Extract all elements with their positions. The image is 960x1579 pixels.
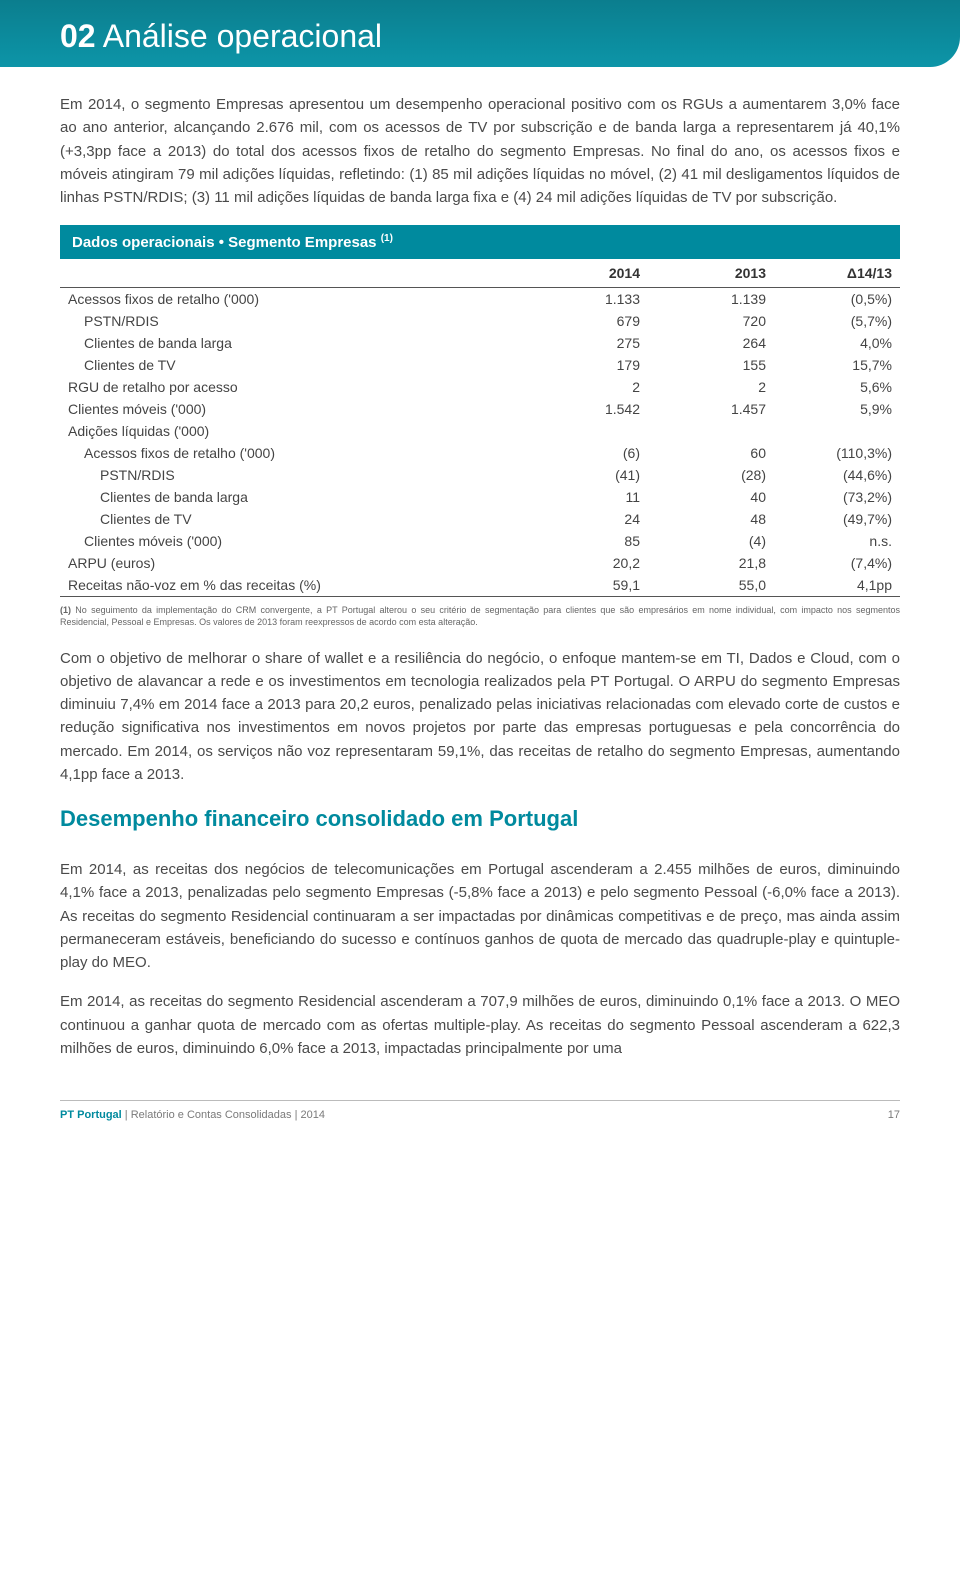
cell-2014: 275 xyxy=(522,332,648,354)
operational-data-table: 2014 2013 Δ14/13 Acessos fixos de retalh… xyxy=(60,259,900,597)
table-row: PSTN/RDIS679720(5,7%) xyxy=(60,310,900,332)
cell-2013: (28) xyxy=(648,464,774,486)
after-table-paragraph: Com o objetivo de melhorar o share of wa… xyxy=(60,647,900,787)
table-title: Dados operacionais • Segmento Empresas (… xyxy=(60,225,900,259)
cell-2013: 155 xyxy=(648,354,774,376)
section-header: 02 Análise operacional xyxy=(0,0,960,67)
cell-2013: 48 xyxy=(648,508,774,530)
cell-2014: 179 xyxy=(522,354,648,376)
section-title-text: Análise operacional xyxy=(103,18,382,54)
cell-2014: (6) xyxy=(522,442,648,464)
cell-2014: (41) xyxy=(522,464,648,486)
section-number: 02 xyxy=(60,18,96,54)
row-label: Acessos fixos de retalho ('000) xyxy=(60,442,522,464)
cell-2014: 20,2 xyxy=(522,552,648,574)
cell-delta xyxy=(774,420,900,442)
cell-delta: (5,7%) xyxy=(774,310,900,332)
table-title-sup: (1) xyxy=(381,233,393,244)
cell-2013: 60 xyxy=(648,442,774,464)
table-row: Clientes móveis ('000)85(4)n.s. xyxy=(60,530,900,552)
row-label: Acessos fixos de retalho ('000) xyxy=(60,288,522,311)
cell-delta: 15,7% xyxy=(774,354,900,376)
cell-2013: 264 xyxy=(648,332,774,354)
footer-page-number: 17 xyxy=(888,1109,900,1121)
financial-paragraph-2: Em 2014, as receitas do segmento Residen… xyxy=(60,990,900,1060)
intro-paragraph: Em 2014, o segmento Empresas apresentou … xyxy=(60,93,900,209)
table-row: RGU de retalho por acesso225,6% xyxy=(60,376,900,398)
row-label: Clientes de TV xyxy=(60,354,522,376)
table-row: Acessos fixos de retalho ('000)1.1331.13… xyxy=(60,288,900,311)
section-heading: Desempenho financeiro consolidado em Por… xyxy=(60,806,900,832)
cell-2013: (4) xyxy=(648,530,774,552)
cell-delta: 4,0% xyxy=(774,332,900,354)
table-row: Clientes móveis ('000)1.5421.4575,9% xyxy=(60,398,900,420)
cell-delta: 5,9% xyxy=(774,398,900,420)
table-row: Acessos fixos de retalho ('000)(6)60(110… xyxy=(60,442,900,464)
cell-2014: 59,1 xyxy=(522,574,648,597)
row-label: RGU de retalho por acesso xyxy=(60,376,522,398)
footer-text: | Relatório e Contas Consolidadas | 2014 xyxy=(122,1109,325,1121)
cell-delta: (7,4%) xyxy=(774,552,900,574)
row-label: Receitas não-voz em % das receitas (%) xyxy=(60,574,522,597)
cell-2013: 1.457 xyxy=(648,398,774,420)
table-row: Receitas não-voz em % das receitas (%)59… xyxy=(60,574,900,597)
cell-2013: 2 xyxy=(648,376,774,398)
footer-brand: PT Portugal xyxy=(60,1109,122,1121)
cell-delta: (49,7%) xyxy=(774,508,900,530)
table-row: Clientes de banda larga1140(73,2%) xyxy=(60,486,900,508)
cell-delta: (73,2%) xyxy=(774,486,900,508)
cell-2013: 1.139 xyxy=(648,288,774,311)
table-row: Clientes de TV2448(49,7%) xyxy=(60,508,900,530)
col-header: Δ14/13 xyxy=(774,259,900,288)
col-header xyxy=(60,259,522,288)
cell-2013: 40 xyxy=(648,486,774,508)
cell-delta: (110,3%) xyxy=(774,442,900,464)
cell-delta: (44,6%) xyxy=(774,464,900,486)
table-row: ARPU (euros)20,221,8(7,4%) xyxy=(60,552,900,574)
row-label: Clientes de TV xyxy=(60,508,522,530)
table-header-row: 2014 2013 Δ14/13 xyxy=(60,259,900,288)
cell-delta: 5,6% xyxy=(774,376,900,398)
footnote-label: (1) xyxy=(60,605,71,615)
cell-delta: n.s. xyxy=(774,530,900,552)
table-row: Clientes de TV17915515,7% xyxy=(60,354,900,376)
row-label: Clientes móveis ('000) xyxy=(60,398,522,420)
cell-delta: (0,5%) xyxy=(774,288,900,311)
cell-2014: 1.542 xyxy=(522,398,648,420)
cell-2014: 679 xyxy=(522,310,648,332)
cell-2014: 24 xyxy=(522,508,648,530)
cell-2014: 11 xyxy=(522,486,648,508)
col-header: 2013 xyxy=(648,259,774,288)
page-footer: PT Portugal | Relatório e Contas Consoli… xyxy=(60,1100,900,1121)
section-title: 02 Análise operacional xyxy=(60,18,960,55)
row-label: Clientes de banda larga xyxy=(60,332,522,354)
page-content: Em 2014, o segmento Empresas apresentou … xyxy=(0,93,960,1151)
cell-delta: 4,1pp xyxy=(774,574,900,597)
cell-2014 xyxy=(522,420,648,442)
financial-paragraph-1: Em 2014, as receitas dos negócios de tel… xyxy=(60,858,900,974)
cell-2013: 720 xyxy=(648,310,774,332)
cell-2014: 85 xyxy=(522,530,648,552)
row-label: Clientes de banda larga xyxy=(60,486,522,508)
row-label: PSTN/RDIS xyxy=(60,464,522,486)
table-row: PSTN/RDIS(41)(28)(44,6%) xyxy=(60,464,900,486)
table-title-text: Dados operacionais • Segmento Empresas xyxy=(72,234,377,251)
row-label: ARPU (euros) xyxy=(60,552,522,574)
row-label: Clientes móveis ('000) xyxy=(60,530,522,552)
col-header: 2014 xyxy=(522,259,648,288)
cell-2014: 2 xyxy=(522,376,648,398)
cell-2013: 21,8 xyxy=(648,552,774,574)
cell-2013 xyxy=(648,420,774,442)
cell-2013: 55,0 xyxy=(648,574,774,597)
footnote-text: No seguimento da implementação do CRM co… xyxy=(60,605,900,627)
footer-left: PT Portugal | Relatório e Contas Consoli… xyxy=(60,1109,325,1121)
table-row: Clientes de banda larga2752644,0% xyxy=(60,332,900,354)
cell-2014: 1.133 xyxy=(522,288,648,311)
row-label: Adições líquidas ('000) xyxy=(60,420,522,442)
row-label: PSTN/RDIS xyxy=(60,310,522,332)
table-row: Adições líquidas ('000) xyxy=(60,420,900,442)
table-footnote: (1) No seguimento da implementação do CR… xyxy=(60,605,900,628)
